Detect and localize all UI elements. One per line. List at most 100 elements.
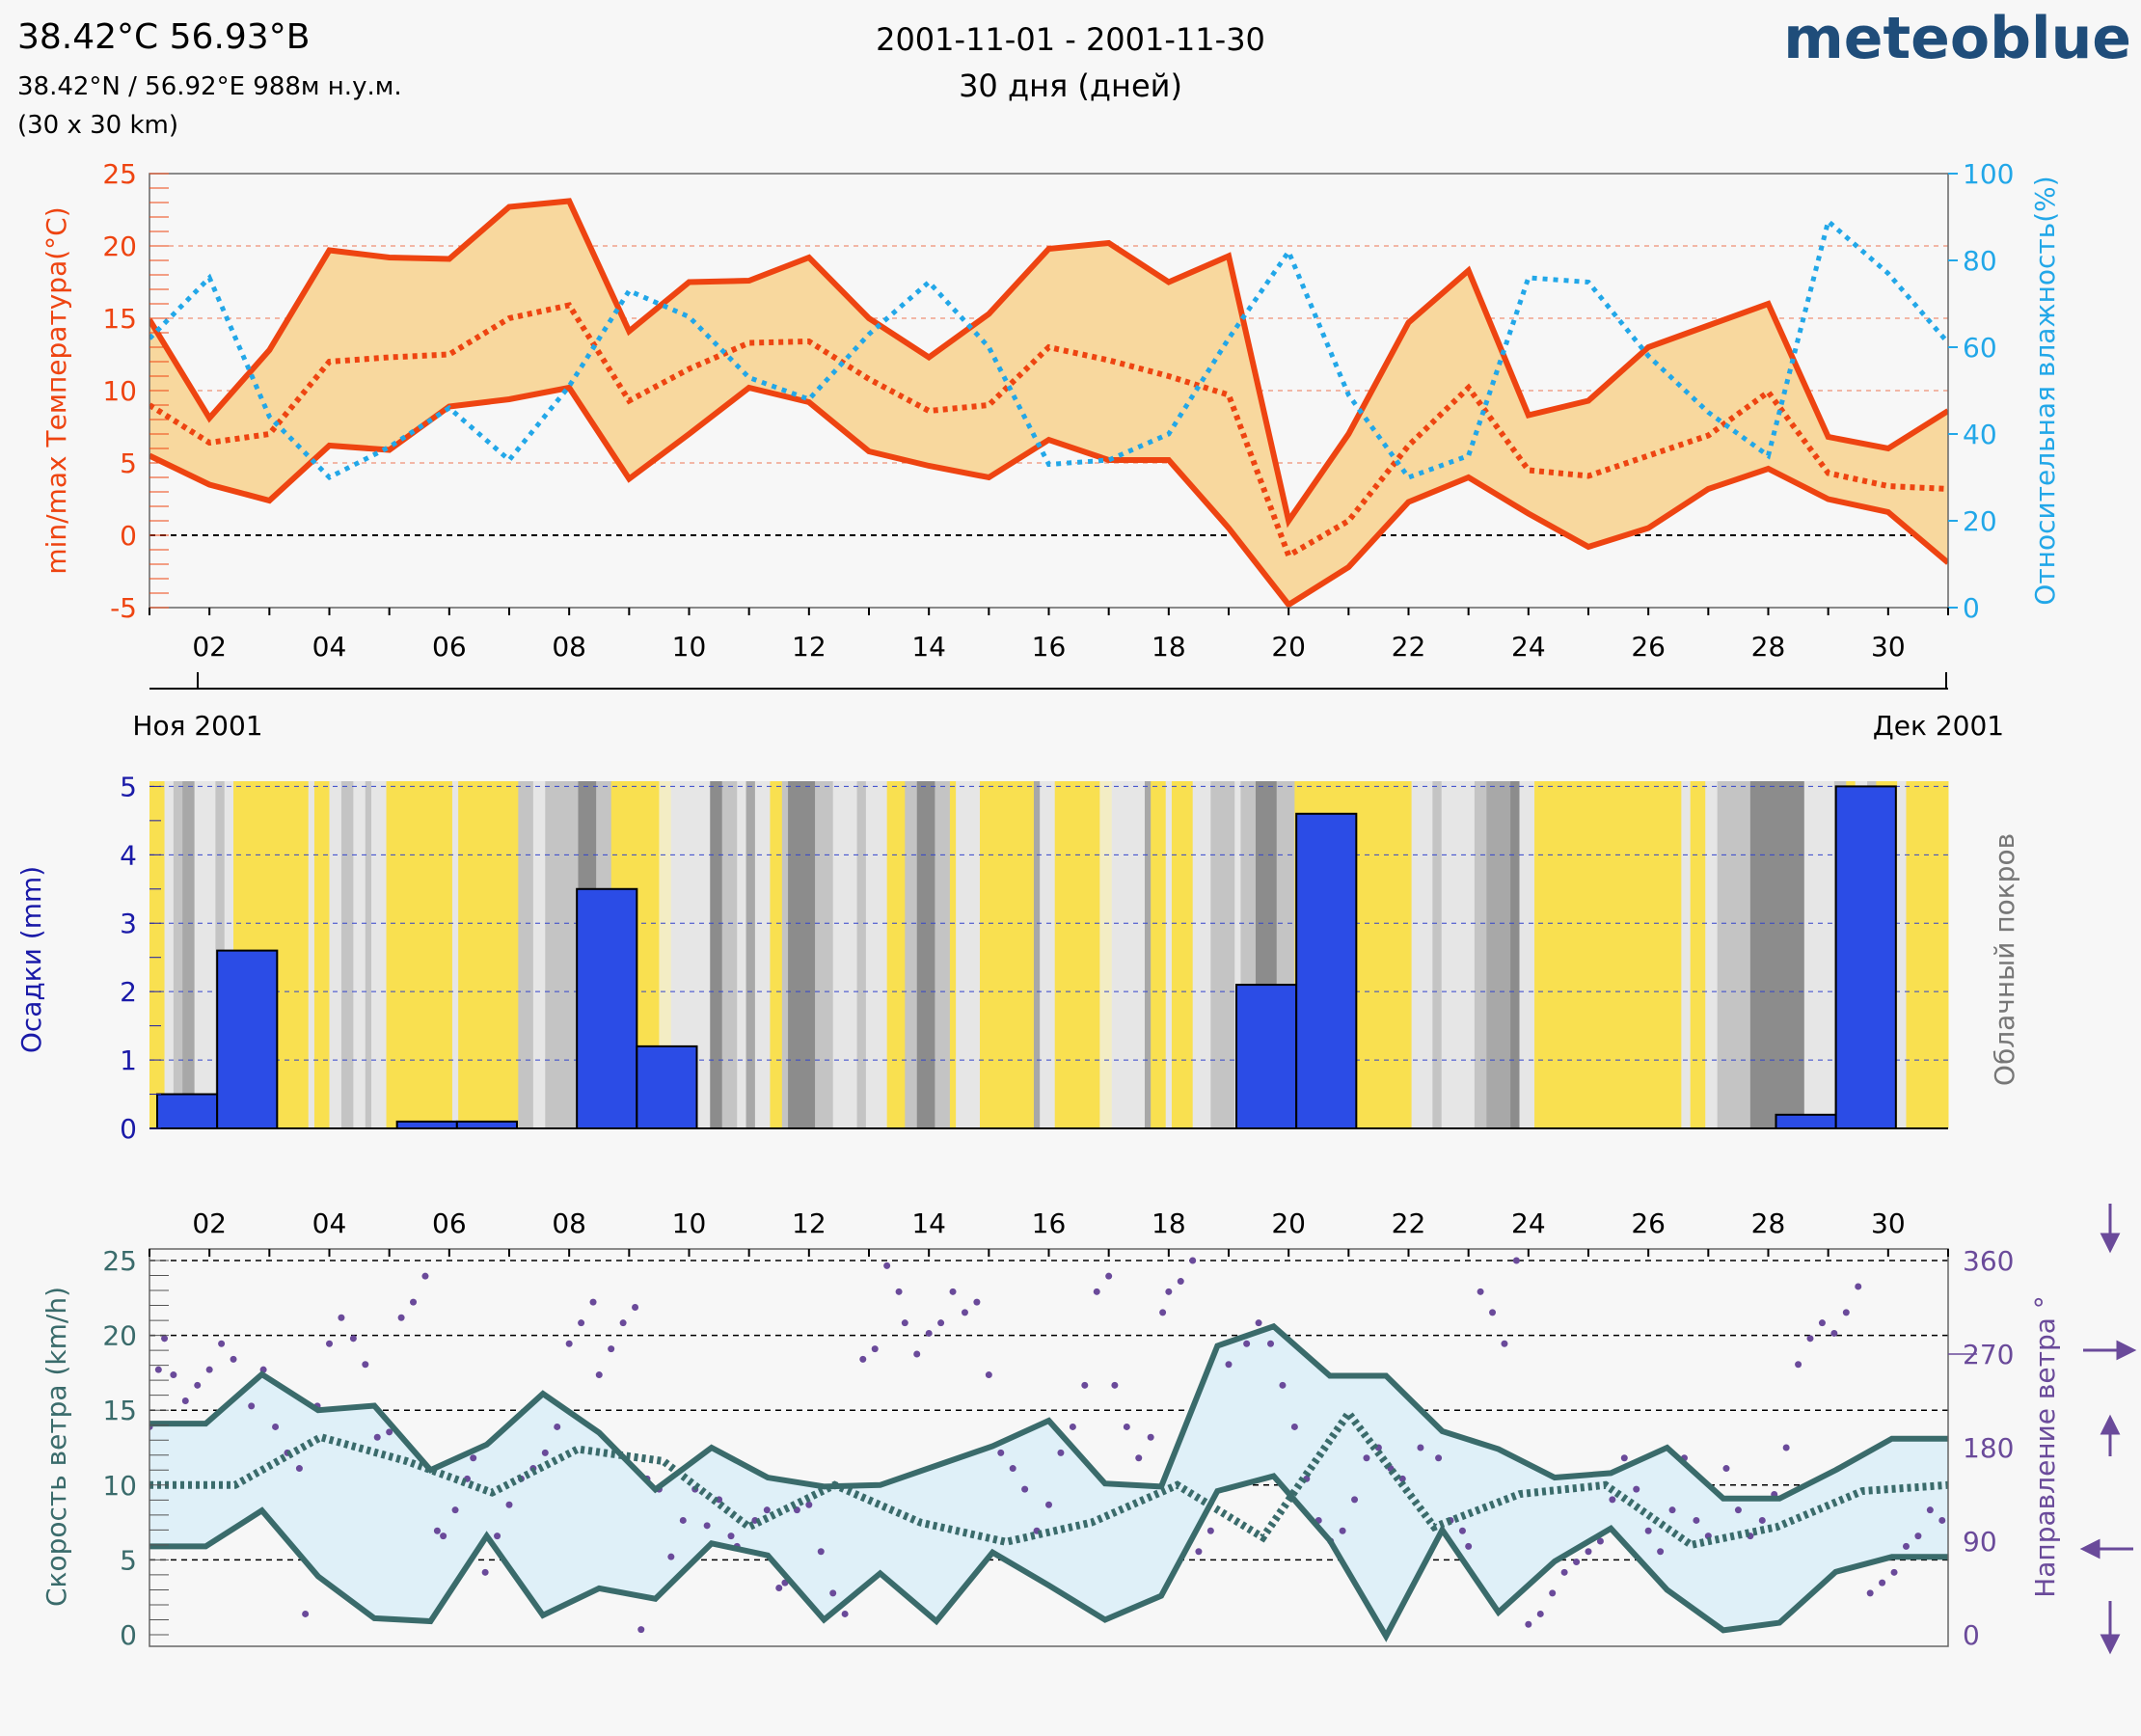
wind-direction-dot: [841, 1610, 849, 1617]
wind-direction-dot: [1225, 1361, 1233, 1369]
max-wind-line: [149, 1322, 1948, 1502]
precipitation-tick-label: 0: [120, 1113, 137, 1145]
precipitation-bar: [216, 949, 279, 1129]
temperature-tick-label: 15: [102, 303, 137, 335]
wind-direction-dot: [397, 1314, 405, 1321]
temperature-panel: -5 0 5 10 15 20 25 0 20 40 60 80 100 02 04 06 08 10 12 14 16…: [41, 158, 2061, 663]
cloud-segment: [532, 781, 546, 1128]
wind-direction-dot: [1668, 1506, 1676, 1514]
temperature-axes: -5 0 5 10 15 20 25 0 20 40 60 80 100 02 04 06 08 10 12 14 16…: [102, 158, 2014, 663]
wind-direction-dot: [154, 1366, 162, 1373]
day-tick-label: 30: [1871, 1207, 1906, 1239]
day-tick-label: 28: [1751, 631, 1786, 663]
max-temperature-line: [149, 198, 1948, 529]
wind-direction-dot: [1902, 1542, 1910, 1550]
wind-direction-dot: [1177, 1278, 1184, 1286]
wind-direction-dot: [1512, 1257, 1520, 1264]
mean-wind-line: [149, 1406, 1948, 1550]
day-tick-label: 16: [1032, 1207, 1067, 1239]
wind-direction-dot: [1818, 1319, 1826, 1327]
cloud-segment: [1906, 781, 1949, 1128]
wind-direction-dot: [925, 1329, 933, 1337]
cloud-segment: [1768, 781, 1805, 1128]
wind-direction-dot: [1806, 1335, 1814, 1343]
humidity-tick-label: 20: [1963, 505, 1997, 537]
wind-direction-dot: [1057, 1449, 1065, 1456]
temperature-tick-label: 0: [120, 520, 137, 552]
cloud-segment: [856, 781, 867, 1128]
wind-direction-dot: [973, 1298, 981, 1306]
cloud-segment: [308, 781, 315, 1128]
humidity-tick-label: 40: [1963, 419, 1997, 450]
wind-direction-dot: [637, 1626, 645, 1634]
wind-direction-dot: [1458, 1527, 1466, 1534]
cloud-segment: [1897, 781, 1907, 1128]
wind-direction-dot: [272, 1423, 280, 1430]
precipitation-axis-title: Осадки (mm): [15, 866, 47, 1053]
precipitation-tick-label: 2: [120, 976, 137, 1008]
wind-direction-dot: [901, 1319, 908, 1327]
arrow-north-icon: [2100, 1414, 2121, 1456]
cloud-segment: [329, 781, 342, 1128]
wind-direction-dot: [451, 1506, 459, 1514]
wind-direction-dot: [302, 1610, 310, 1617]
day-tick-label: 14: [911, 1207, 946, 1239]
temperature-tick-label: 20: [102, 231, 137, 262]
wind-direction-dot: [727, 1533, 735, 1540]
wind-direction-dot: [1435, 1454, 1443, 1462]
cloud-segment: [458, 781, 519, 1128]
min-wind-line: [149, 1473, 1948, 1642]
meteoblue-logo[interactable]: meteoblue: [1783, 5, 2131, 72]
wind-direction-dot: [1081, 1381, 1089, 1389]
wind-direction-dot: [433, 1527, 441, 1534]
wind-direction-dot: [817, 1548, 825, 1556]
wind-direction-dot: [679, 1516, 687, 1524]
arrow-east-icon: [2083, 1340, 2137, 1361]
wind-direction-tick-label: 360: [1963, 1245, 2014, 1277]
wind-direction-dot: [541, 1449, 549, 1456]
cloud-segment: [1111, 781, 1146, 1128]
wind-direction-dot: [295, 1465, 303, 1473]
month-label-dec: Дек 2001: [1873, 710, 2004, 742]
cloud-segment: [1033, 781, 1041, 1128]
cloud-segment: [1441, 781, 1476, 1128]
cloud-segment: [1432, 781, 1443, 1128]
precipitation-tick-label: 4: [120, 839, 137, 871]
cloud-segment: [451, 781, 459, 1128]
wind-direction-dot: [326, 1340, 333, 1347]
arrow-south-icon: [2100, 1204, 2121, 1254]
day-tick-label: 04: [312, 1207, 347, 1239]
wind-direction-dot: [218, 1340, 226, 1347]
wind-direction-dot: [1279, 1381, 1287, 1389]
day-tick-label: 04: [312, 631, 347, 663]
cloud-segment: [1474, 781, 1487, 1128]
wind-direction-dot: [565, 1340, 573, 1347]
cloud-cover-strip: [149, 781, 1949, 1128]
wind-direction-dot: [170, 1371, 177, 1379]
wind-direction-dot: [481, 1568, 489, 1576]
wind-direction-dot: [805, 1501, 813, 1508]
wind-direction-dot: [961, 1309, 968, 1316]
wind-speed-tick-label: 15: [102, 1395, 137, 1426]
cloud-segment: [1192, 781, 1211, 1128]
wind-direction-dot: [1585, 1548, 1592, 1556]
wind-direction-dot: [248, 1402, 256, 1410]
cloud-segment: [1171, 781, 1194, 1128]
wind-direction-dot: [1573, 1559, 1581, 1566]
wind-direction-dot: [1596, 1537, 1604, 1545]
cloud-segment: [721, 781, 738, 1128]
wind-direction-dot: [703, 1522, 711, 1530]
wind-direction-dot: [1189, 1257, 1197, 1264]
compass-arrows: [2079, 1204, 2137, 1655]
cloud-segment: [865, 781, 888, 1128]
wind-direction-dot: [1722, 1465, 1730, 1473]
wind-direction-dot: [1267, 1340, 1275, 1347]
wind-direction-dot: [505, 1501, 513, 1508]
wind-direction-dot: [1417, 1444, 1424, 1451]
wind-direction-dot: [410, 1298, 418, 1306]
wind-direction-dot: [421, 1272, 429, 1280]
cloud-segment: [1534, 781, 1559, 1128]
wind-direction-dot: [194, 1381, 202, 1389]
wind-direction-dot: [1339, 1527, 1346, 1534]
day-tick-label: 24: [1511, 1207, 1546, 1239]
